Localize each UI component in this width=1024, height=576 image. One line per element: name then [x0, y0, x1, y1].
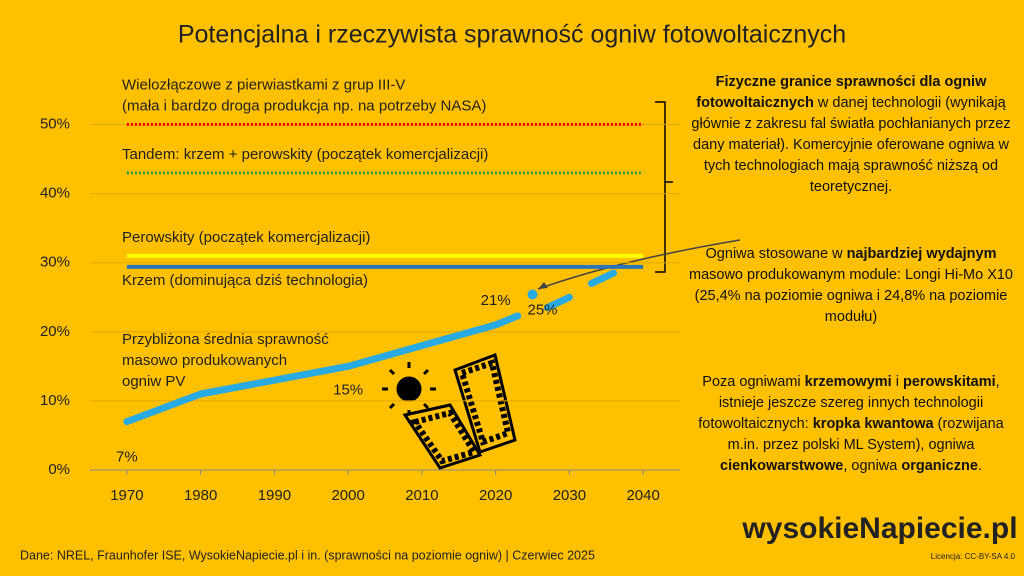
x-tick-label: 2020: [479, 487, 512, 504]
limit-label: (mała i bardzo droga produkcja np. na po…: [122, 98, 486, 115]
note-text: i: [891, 374, 903, 390]
note-text: Ogniwa stosowane w: [705, 246, 847, 262]
value-label: 25%: [527, 301, 557, 318]
series-label: masowo produkowanych: [122, 352, 287, 369]
note: Ogniwa stosowane w najbardziej wydajnym …: [686, 244, 1016, 328]
point: [527, 289, 538, 300]
note-text: najbardziej wydajnym: [846, 246, 997, 262]
line: [588, 269, 618, 287]
value-label: 15%: [333, 381, 363, 398]
note-text: masowo produkowanym module: Longi Hi-Mo …: [689, 267, 1013, 325]
limit-label: Krzem (dominująca dziś technologia): [122, 272, 368, 289]
x-tick-label: 2010: [405, 487, 438, 504]
arrow-head: [538, 282, 548, 289]
x-tick-label: 1990: [258, 487, 291, 504]
series-label: ogniw PV: [122, 373, 185, 390]
logo: wysokieNapiecie.pl: [741, 512, 1017, 545]
x-tick-label: 2030: [553, 487, 586, 504]
brace: [655, 101, 673, 273]
note: Poza ogniwami krzemowymi i perowskitami,…: [686, 372, 1016, 477]
note-text: (rozwijana m.in. przez polski ML System)…: [727, 416, 1004, 453]
line: [123, 312, 522, 426]
note-text: kropka kwantowa: [812, 416, 934, 432]
value-label: 7%: [116, 449, 138, 466]
source: Dane: NREL, Fraunhofer ISE, WysokieNapie…: [20, 548, 595, 562]
y-tick-label: 20%: [40, 323, 70, 340]
note-text: , istnieje jeszcze szereg innych technol…: [698, 374, 1000, 432]
y-tick-label: 40%: [40, 185, 70, 202]
note-text: w danej technologii (wynikają głównie z …: [691, 95, 1011, 195]
note-text: Poza ogniwami: [702, 374, 805, 390]
y-tick-label: 50%: [40, 116, 70, 133]
note-text: cienkowarstwowe: [720, 458, 844, 474]
panels-icon: [382, 352, 517, 470]
note-text: Fizyczne granice sprawności dla ogniw fo…: [696, 74, 987, 111]
value-label: 21%: [481, 292, 511, 309]
series-label: Przybliżona średnia sprawność: [122, 331, 329, 348]
x-tick-label: 2000: [331, 487, 364, 504]
x-tick-label: 2040: [626, 487, 659, 504]
line: [543, 293, 573, 312]
note-text: perowskitami: [902, 374, 996, 390]
license: Licencja: CC-BY-SA 4.0: [931, 552, 1016, 561]
limit-label: Perowskity (początek komercjalizacji): [122, 229, 370, 246]
note-text: .: [977, 458, 982, 474]
chart-title: Potencjalna i rzeczywista sprawność ogni…: [178, 21, 846, 49]
note: Fizyczne granice sprawności dla ogniw fo…: [686, 72, 1016, 198]
x-tick-label: 1980: [184, 487, 217, 504]
limit-label: Wielozłączowe z pierwiastkami z grup III…: [122, 77, 405, 94]
y-tick-label: 10%: [40, 392, 70, 409]
note-text: organiczne: [901, 458, 978, 474]
x-tick-label: 1970: [110, 487, 143, 504]
note-text: , ogniwa: [843, 458, 902, 474]
y-tick-label: 0%: [48, 461, 70, 478]
y-tick-label: 30%: [40, 254, 70, 271]
note-text: krzemowymi: [804, 374, 892, 390]
limit-label: Tandem: krzem + perowskity (początek kom…: [122, 146, 488, 163]
